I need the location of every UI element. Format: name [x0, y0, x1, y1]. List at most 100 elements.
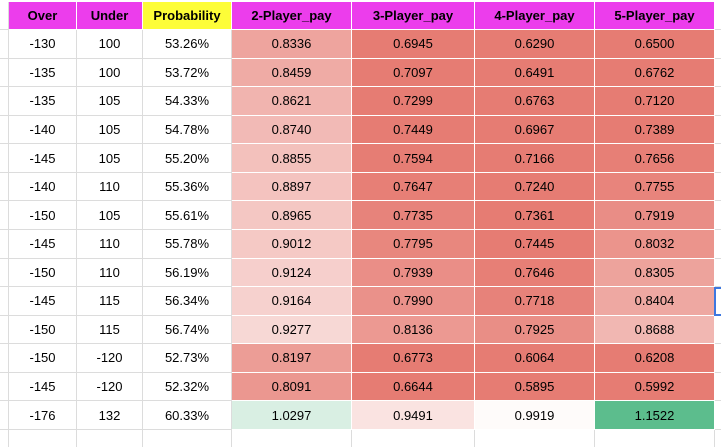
cell-over[interactable]: -145 — [9, 287, 77, 316]
cell-5player-pay[interactable]: 0.5992 — [595, 372, 715, 402]
empty-cell[interactable] — [9, 429, 77, 447]
cell-under[interactable]: 110 — [77, 172, 143, 202]
selected-cell-border-fragment[interactable] — [714, 287, 721, 316]
cell-3player-pay[interactable]: 0.7299 — [352, 87, 475, 116]
cell-probability[interactable]: 54.33% — [143, 87, 232, 116]
cell-4player-pay[interactable]: 0.7646 — [475, 258, 595, 288]
cell-5player-pay[interactable]: 1.1522 — [595, 401, 715, 430]
cell-4player-pay[interactable]: 0.7166 — [475, 144, 595, 173]
cell-3player-pay[interactable]: 0.7939 — [352, 258, 475, 288]
cell-4player-pay[interactable]: 0.5895 — [475, 372, 595, 402]
cell-over[interactable]: -130 — [9, 30, 77, 59]
cell-over[interactable]: -150 — [9, 201, 77, 230]
cell-3player-pay[interactable]: 0.7097 — [352, 58, 475, 88]
cell-probability[interactable]: 56.19% — [143, 258, 232, 288]
cell-4player-pay[interactable]: 0.7445 — [475, 229, 595, 259]
cell-under[interactable]: 105 — [77, 201, 143, 230]
cell-5player-pay[interactable]: 0.7656 — [595, 144, 715, 173]
cell-5player-pay[interactable]: 0.8688 — [595, 315, 715, 345]
cell-4player-pay[interactable]: 0.9919 — [475, 401, 595, 430]
cell-5player-pay[interactable]: 0.7389 — [595, 115, 715, 145]
cell-probability[interactable]: 55.36% — [143, 172, 232, 202]
cell-3player-pay[interactable]: 0.7990 — [352, 287, 475, 316]
cell-2player-pay[interactable]: 0.9164 — [232, 287, 352, 316]
cell-3player-pay[interactable]: 0.7795 — [352, 229, 475, 259]
header-under[interactable]: Under — [77, 2, 143, 30]
cell-over[interactable]: -145 — [9, 229, 77, 259]
cell-over[interactable]: -150 — [9, 315, 77, 345]
header-5player-pay[interactable]: 5-Player_pay — [595, 2, 715, 30]
cell-2player-pay[interactable]: 0.8965 — [232, 201, 352, 230]
empty-cell[interactable] — [0, 429, 9, 447]
cell-3player-pay[interactable]: 0.7647 — [352, 172, 475, 202]
cell-probability[interactable]: 56.34% — [143, 287, 232, 316]
cell-probability[interactable]: 55.78% — [143, 229, 232, 259]
cell-over[interactable]: -140 — [9, 115, 77, 145]
empty-cell[interactable] — [475, 429, 595, 447]
header-2player-pay[interactable]: 2-Player_pay — [232, 2, 352, 30]
cell-4player-pay[interactable]: 0.6064 — [475, 344, 595, 373]
cell-5player-pay[interactable]: 0.8305 — [595, 258, 715, 288]
cell-probability[interactable]: 54.78% — [143, 115, 232, 145]
cell-over[interactable]: -145 — [9, 372, 77, 402]
cell-5player-pay[interactable]: 0.7755 — [595, 172, 715, 202]
cell-under[interactable]: 115 — [77, 287, 143, 316]
cell-over[interactable]: -135 — [9, 58, 77, 88]
cell-under[interactable]: -120 — [77, 344, 143, 373]
header-3player-pay[interactable]: 3-Player_pay — [352, 2, 475, 30]
cell-3player-pay[interactable]: 0.6945 — [352, 30, 475, 59]
cell-3player-pay[interactable]: 0.7449 — [352, 115, 475, 145]
cell-5player-pay[interactable]: 0.6208 — [595, 344, 715, 373]
cell-4player-pay[interactable]: 0.6763 — [475, 87, 595, 116]
cell-2player-pay[interactable]: 0.8459 — [232, 58, 352, 88]
cell-over[interactable]: -135 — [9, 87, 77, 116]
cell-over[interactable]: -176 — [9, 401, 77, 430]
cell-2player-pay[interactable]: 0.9124 — [232, 258, 352, 288]
cell-over[interactable]: -140 — [9, 172, 77, 202]
cell-5player-pay[interactable]: 0.6762 — [595, 58, 715, 88]
cell-under[interactable]: 105 — [77, 115, 143, 145]
cell-under[interactable]: -120 — [77, 372, 143, 402]
empty-cell[interactable] — [595, 429, 715, 447]
cell-5player-pay[interactable]: 0.8404 — [595, 287, 715, 316]
cell-4player-pay[interactable]: 0.7718 — [475, 287, 595, 316]
cell-probability[interactable]: 52.73% — [143, 344, 232, 373]
cell-under[interactable]: 105 — [77, 87, 143, 116]
cell-under[interactable]: 110 — [77, 229, 143, 259]
cell-4player-pay[interactable]: 0.7361 — [475, 201, 595, 230]
cell-under[interactable]: 100 — [77, 30, 143, 59]
cell-2player-pay[interactable]: 0.9012 — [232, 229, 352, 259]
cell-under[interactable]: 110 — [77, 258, 143, 288]
cell-3player-pay[interactable]: 0.7735 — [352, 201, 475, 230]
cell-5player-pay[interactable]: 0.7919 — [595, 201, 715, 230]
cell-2player-pay[interactable]: 0.8091 — [232, 372, 352, 402]
header-over[interactable]: Over — [9, 2, 77, 30]
cell-probability[interactable]: 60.33% — [143, 401, 232, 430]
cell-2player-pay[interactable]: 0.8621 — [232, 87, 352, 116]
cell-over[interactable]: -150 — [9, 344, 77, 373]
cell-over[interactable]: -150 — [9, 258, 77, 288]
empty-cell[interactable] — [77, 429, 143, 447]
cell-probability[interactable]: 55.61% — [143, 201, 232, 230]
cell-probability[interactable]: 56.74% — [143, 315, 232, 345]
cell-under[interactable]: 100 — [77, 58, 143, 88]
cell-4player-pay[interactable]: 0.6290 — [475, 30, 595, 59]
cell-4player-pay[interactable]: 0.7240 — [475, 172, 595, 202]
cell-under[interactable]: 115 — [77, 315, 143, 345]
cell-4player-pay[interactable]: 0.7925 — [475, 315, 595, 345]
cell-4player-pay[interactable]: 0.6967 — [475, 115, 595, 145]
cell-probability[interactable]: 55.20% — [143, 144, 232, 173]
cell-probability[interactable]: 53.72% — [143, 58, 232, 88]
header-probability[interactable]: Probability — [143, 2, 232, 30]
cell-3player-pay[interactable]: 0.6773 — [352, 344, 475, 373]
empty-cell[interactable] — [352, 429, 475, 447]
cell-probability[interactable]: 53.26% — [143, 30, 232, 59]
cell-4player-pay[interactable]: 0.6491 — [475, 58, 595, 88]
cell-5player-pay[interactable]: 0.8032 — [595, 229, 715, 259]
cell-over[interactable]: -145 — [9, 144, 77, 173]
cell-under[interactable]: 105 — [77, 144, 143, 173]
cell-2player-pay[interactable]: 0.8855 — [232, 144, 352, 173]
cell-2player-pay[interactable]: 1.0297 — [232, 401, 352, 430]
empty-cell[interactable] — [143, 429, 232, 447]
cell-3player-pay[interactable]: 0.6644 — [352, 372, 475, 402]
